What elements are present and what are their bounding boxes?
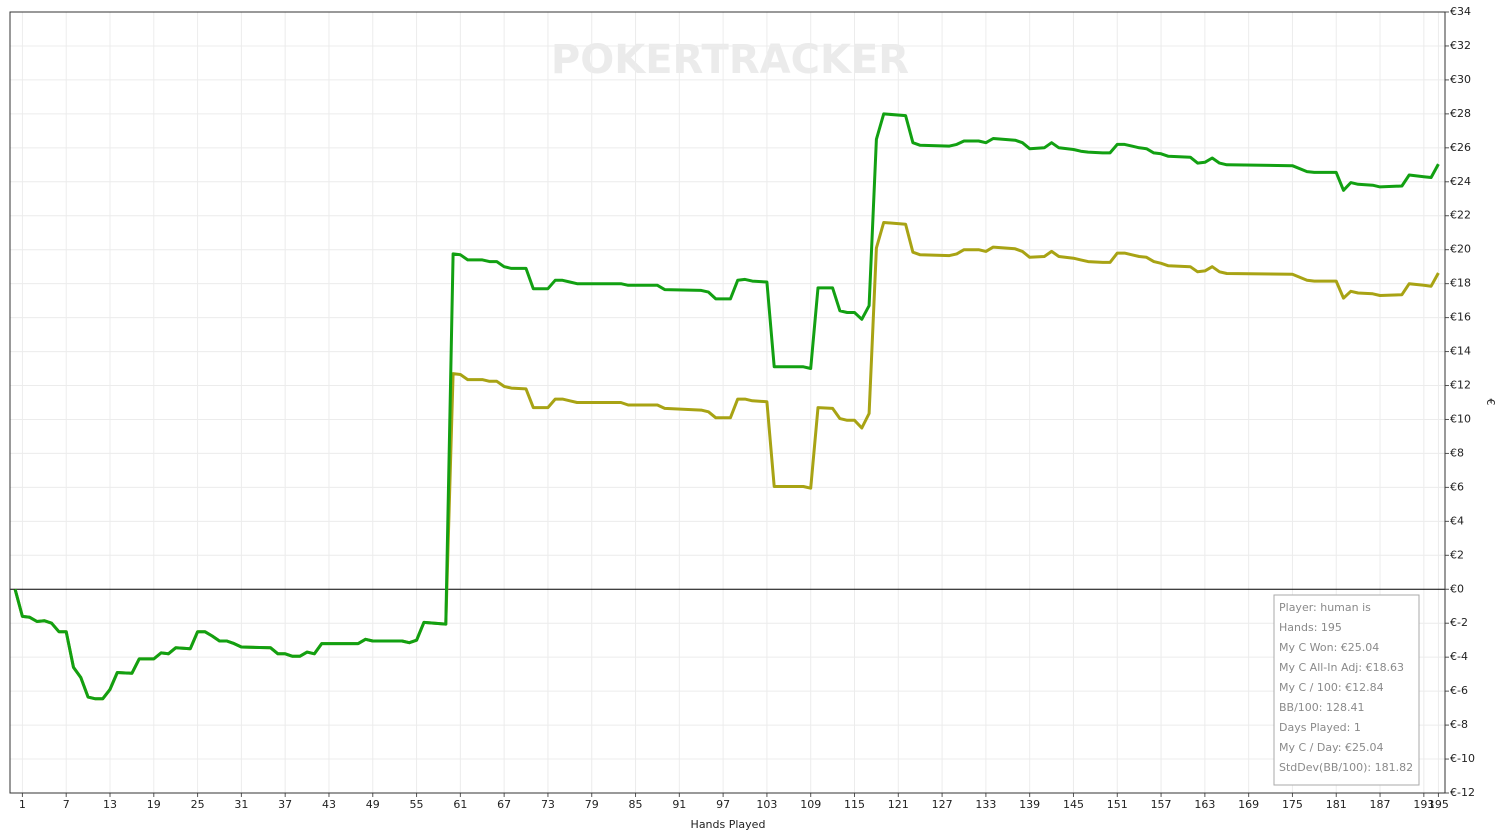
y-tick-label: €-2 — [1450, 616, 1468, 629]
x-tick-label: 31 — [234, 798, 248, 811]
x-tick-label: 1 — [19, 798, 26, 811]
x-tick-label: 61 — [453, 798, 467, 811]
x-tick-label: 7 — [63, 798, 70, 811]
plot-frame — [9, 11, 1446, 794]
y-tick-label: €14 — [1450, 345, 1471, 358]
y-tick-label: €6 — [1450, 480, 1464, 493]
y-tick-label: €32 — [1450, 39, 1471, 52]
y-tick-label: €28 — [1450, 107, 1471, 120]
x-tick-label: 103 — [756, 798, 777, 811]
info-line: My C / Day: €25.04 — [1279, 741, 1384, 754]
y-axis-label: € — [1484, 399, 1497, 406]
info-box-frame — [1273, 594, 1420, 786]
x-tick-label: 19 — [147, 798, 161, 811]
y-tick-label: €8 — [1450, 446, 1464, 459]
x-tick-label: 157 — [1151, 798, 1172, 811]
x-tick-label: 121 — [888, 798, 909, 811]
plot-area: 1 7 13 19 25 31 37 43 49 55 61 67 73 79 85 91 97 103 109 11… — [9, 5, 1475, 811]
x-tick-label: 13 — [103, 798, 117, 811]
x-tick-label: 43 — [322, 798, 336, 811]
watermark: POKERTRACKER — [551, 37, 909, 83]
y-tick-label: €4 — [1450, 514, 1464, 527]
info-line: My C Won: €25.04 — [1279, 641, 1379, 654]
x-tick-label: 195 — [1428, 798, 1449, 811]
info-line: My C / 100: €12.84 — [1279, 681, 1384, 694]
x-tick-label: 139 — [1019, 798, 1040, 811]
x-tick-label: 127 — [932, 798, 953, 811]
info-line: Days Played: 1 — [1279, 721, 1361, 734]
y-tick-label: €20 — [1450, 243, 1471, 256]
y-tick-label: €30 — [1450, 73, 1471, 86]
x-tick-label: 49 — [366, 798, 380, 811]
y-tick-label: €-6 — [1450, 684, 1468, 697]
y-tick-label: €16 — [1450, 311, 1471, 324]
y-tick-label: €26 — [1450, 141, 1471, 154]
x-tick-label: 115 — [844, 798, 865, 811]
x-tick-label: 109 — [800, 798, 821, 811]
x-tick-label: 79 — [585, 798, 599, 811]
x-tick-label: 85 — [629, 798, 643, 811]
x-tick-label: 175 — [1282, 798, 1303, 811]
x-tick-label: 163 — [1194, 798, 1215, 811]
info-box: Player: human is Hands: 195 My C Won: €25.… — [1273, 594, 1420, 786]
series-line — [13, 221, 1440, 701]
y-tick-label: €2 — [1450, 548, 1464, 561]
y-tick-label: €0 — [1450, 582, 1464, 595]
y-tick-label: €12 — [1450, 379, 1471, 392]
series-line — [13, 112, 1440, 701]
y-tick-label: €-4 — [1450, 650, 1468, 663]
y-tick-label: €24 — [1450, 175, 1471, 188]
y-tick-label: €34 — [1450, 5, 1471, 18]
y-tick-label: €10 — [1450, 412, 1471, 425]
y-tick-label: €22 — [1450, 209, 1471, 222]
y-tick-label: €-10 — [1450, 752, 1475, 765]
y-tick-label: €-12 — [1450, 786, 1475, 799]
x-tick-label: 37 — [278, 798, 292, 811]
x-tick-label: 151 — [1107, 798, 1128, 811]
x-tick-label: 181 — [1326, 798, 1347, 811]
info-line: BB/100: 128.41 — [1279, 701, 1365, 714]
x-tick-label: 133 — [975, 798, 996, 811]
x-tick-label: 187 — [1370, 798, 1391, 811]
y-tick-label: €-8 — [1450, 718, 1468, 731]
y-tick-label: €18 — [1450, 277, 1471, 290]
info-line: Player: human is — [1279, 601, 1371, 614]
info-line: Hands: 195 — [1279, 621, 1342, 634]
x-tick-label: 169 — [1238, 798, 1259, 811]
x-tick-label: 25 — [191, 798, 205, 811]
x-tick-label: 55 — [410, 798, 424, 811]
x-tick-label: 67 — [497, 798, 511, 811]
info-line: StdDev(BB/100): 181.82 — [1279, 761, 1413, 774]
x-tick-label: 91 — [672, 798, 686, 811]
x-tick-label: 97 — [716, 798, 730, 811]
x-axis-label: Hands Played — [691, 818, 766, 831]
x-tick-label: 193 — [1413, 798, 1434, 811]
x-tick-label: 145 — [1063, 798, 1084, 811]
x-tick-label: 73 — [541, 798, 555, 811]
info-line: My C All-In Adj: €18.63 — [1279, 661, 1404, 674]
